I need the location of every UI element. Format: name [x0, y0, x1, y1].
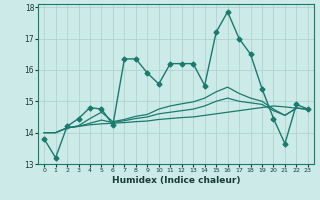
X-axis label: Humidex (Indice chaleur): Humidex (Indice chaleur): [112, 176, 240, 185]
